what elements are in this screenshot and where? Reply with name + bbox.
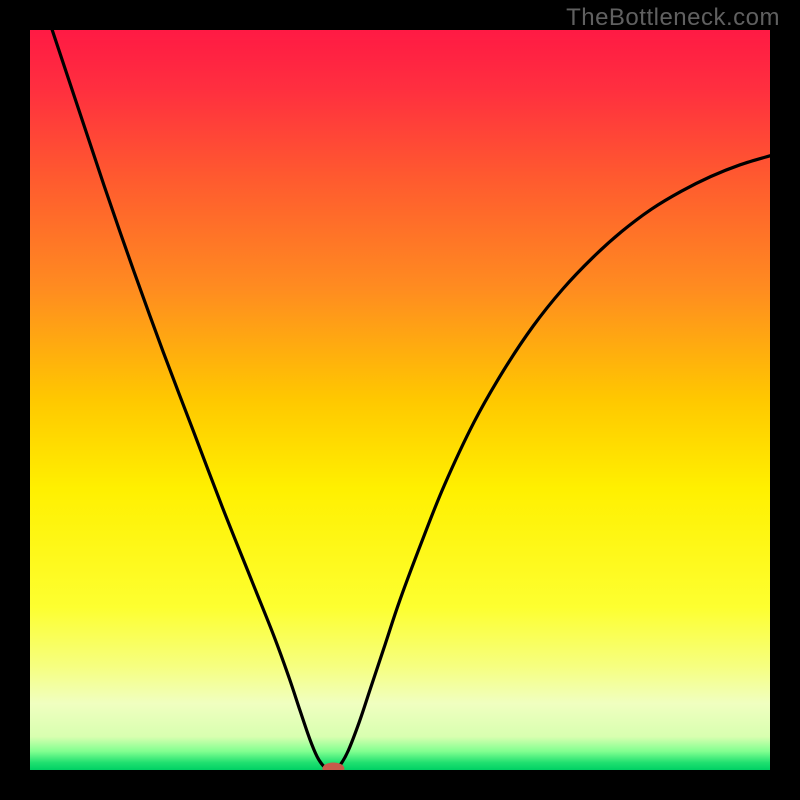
- watermark-text: TheBottleneck.com: [566, 4, 780, 32]
- chart-svg: [30, 30, 770, 770]
- gradient-background: [30, 30, 770, 770]
- plot-area: [30, 30, 770, 770]
- chart-frame: TheBottleneck.com: [0, 0, 800, 800]
